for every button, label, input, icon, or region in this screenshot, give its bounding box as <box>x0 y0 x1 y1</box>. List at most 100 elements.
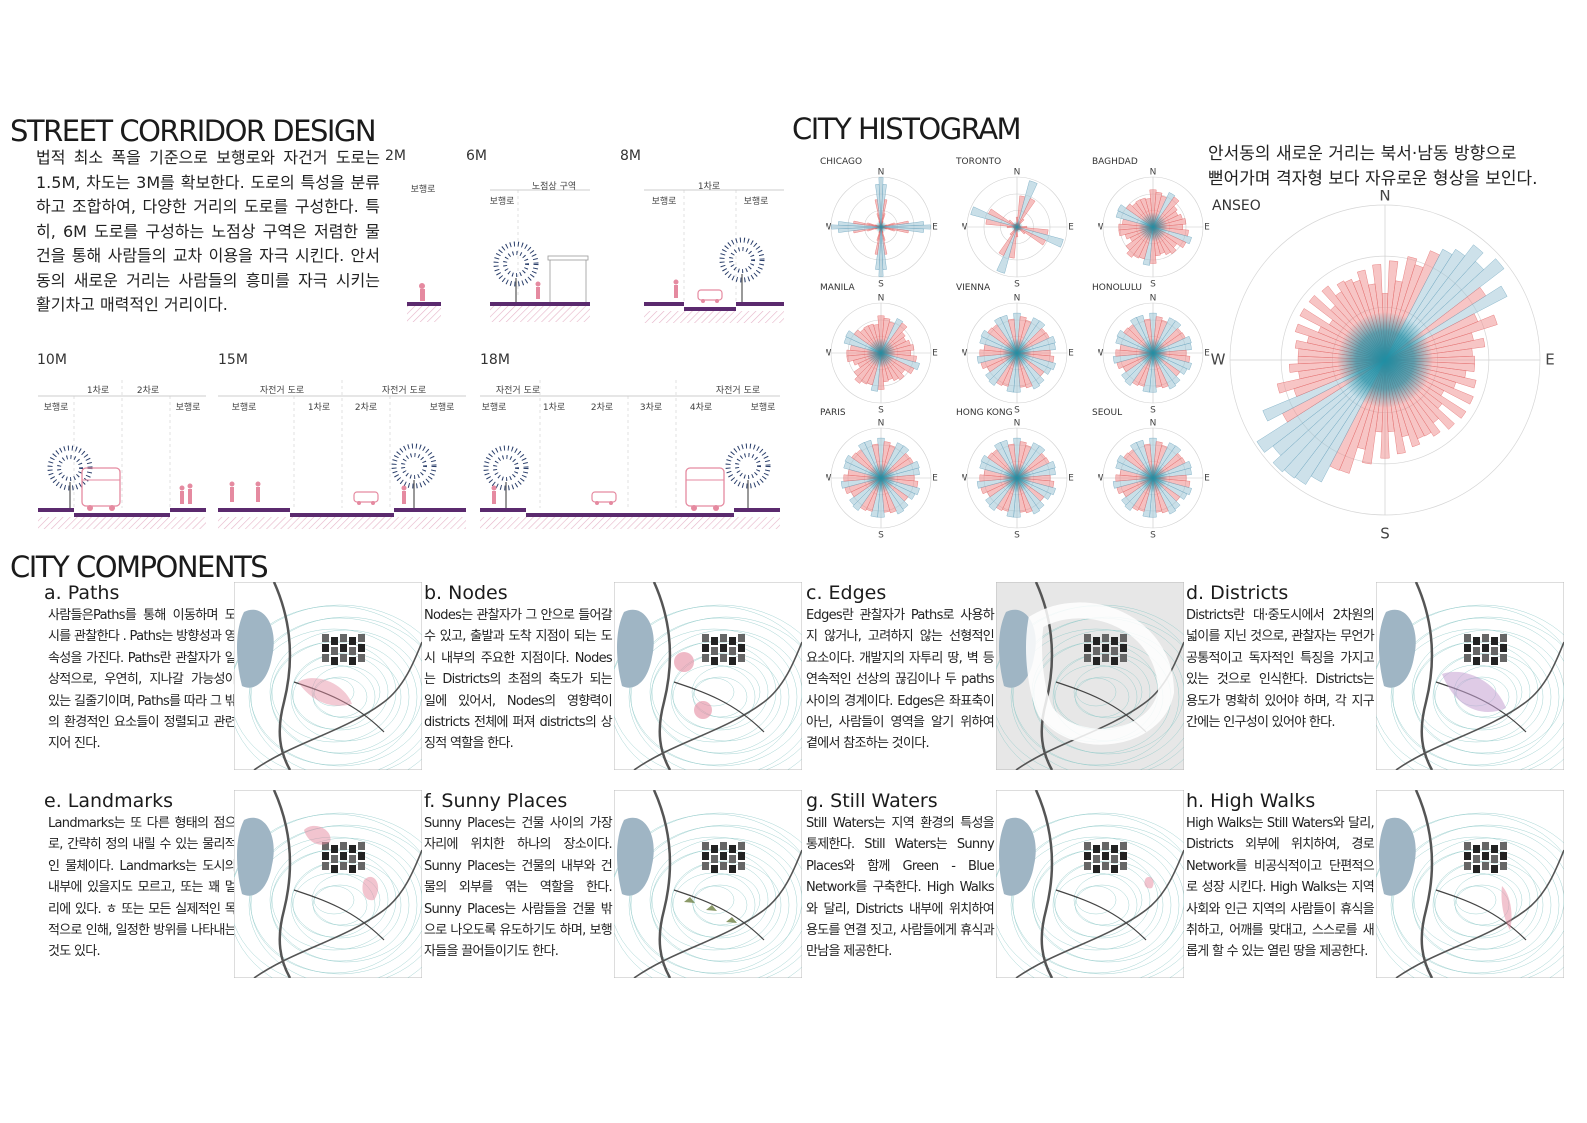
map-water <box>999 817 1036 896</box>
city-rose-label: TORONTO <box>956 157 1002 167</box>
rose-petal <box>1115 474 1154 482</box>
map-contour <box>312 884 368 926</box>
map-contour <box>1012 836 1180 974</box>
zone-label-top: 자전거 도로 <box>259 386 305 396</box>
component-title: b. Nodes <box>424 582 508 604</box>
component-description: 사람들은Paths를 통해 이동하며 도시를 관찰한다 . Paths는 방향성… <box>48 608 237 752</box>
zone-label: 보행로 <box>481 403 507 413</box>
street-section-15m: 자전거 도로 자전거 도로 보행로 1차로 2차로 보행로 <box>218 372 466 544</box>
map-highlight <box>674 652 712 719</box>
map-water <box>1379 817 1416 896</box>
map-water <box>237 817 274 896</box>
width-label-6m: 6M <box>466 148 487 164</box>
compass-label: S <box>1380 525 1390 543</box>
map-highway <box>652 582 672 770</box>
map-building <box>1093 657 1100 665</box>
ground-hatch <box>644 311 784 323</box>
component-description: Edges란 관찰자가 Paths로 사용하지 않거나, 고려하지 않는 선형적… <box>806 608 995 752</box>
component-site-map <box>234 790 422 978</box>
map-building <box>1084 842 1091 850</box>
compass-label: N <box>878 419 885 429</box>
map-building <box>331 855 338 863</box>
city-rose-hong-kong: HONG KONG N E S W <box>956 408 1076 541</box>
c5-rose-graphic <box>1102 302 1204 404</box>
map-building <box>1111 845 1118 853</box>
map-building <box>1491 845 1498 853</box>
map-contour <box>649 837 802 963</box>
map-building <box>331 845 338 853</box>
map-building <box>1093 647 1100 655</box>
map-building <box>1473 855 1480 863</box>
map-contour <box>311 665 381 719</box>
compass-label: E <box>932 223 938 233</box>
map-building <box>1120 842 1127 850</box>
map-contour <box>614 604 802 770</box>
map-highlight <box>1442 671 1506 712</box>
city-rose-label: HONG KONG <box>956 408 1013 418</box>
street-section-8m: 1차로 보행로 보행로 <box>644 168 784 343</box>
city-rose-label: SEOUL <box>1092 408 1123 418</box>
map-water <box>617 609 654 688</box>
component-landmarks: e. Landmarks Landmarks는 또 다른 형태의 점으로, 간략히… <box>44 790 422 990</box>
map-building <box>1491 865 1498 873</box>
map-building <box>349 865 356 873</box>
compass-label: S <box>1014 531 1020 541</box>
map-building <box>1500 644 1507 652</box>
zone-label-top: 노점상 구역 <box>531 182 577 192</box>
map-road <box>293 889 385 941</box>
map-building <box>1473 865 1480 873</box>
zone-label: 보행로 <box>743 197 769 207</box>
rose-petal <box>1115 349 1154 357</box>
pedestrian-figure <box>420 289 425 301</box>
rose-petal <box>1016 198 1036 228</box>
component-edges: c. Edges Edges란 관찰자가 Paths로 사용하지 않거나, 고려하… <box>806 582 1184 782</box>
map-building <box>1473 845 1480 853</box>
map-building <box>729 855 736 863</box>
map-building <box>322 644 329 652</box>
component-site-map <box>996 582 1184 770</box>
map-contour <box>1454 676 1510 718</box>
map-contour <box>1031 837 1184 963</box>
compass-label: N <box>1150 419 1157 429</box>
map-contour <box>1376 605 1564 770</box>
map-building <box>1111 637 1118 645</box>
map-building <box>1093 855 1100 863</box>
map-contour <box>1411 629 1564 755</box>
map-contour <box>1390 616 1564 770</box>
anseo-rose-drawing: N E S W <box>1211 187 1555 543</box>
width-label-2m: 2M <box>385 148 406 164</box>
rose-core <box>1138 338 1168 368</box>
ground-hatch <box>38 517 206 529</box>
component-high-walks: h. High Walks High Walks는 Still Waters와 달… <box>1186 790 1564 990</box>
map-building <box>1500 842 1507 850</box>
compass-label: E <box>1204 223 1210 233</box>
city-rose-label: BAGHDAD <box>1092 157 1138 167</box>
rose-core <box>1337 312 1433 408</box>
component-description: Still Waters는 지역 환경의 특성을 통제한다. Still Wat… <box>806 816 995 960</box>
compass-label: N <box>1014 294 1021 304</box>
tree <box>483 445 529 508</box>
street-corridor-title: STREET CORRIDOR DESIGN <box>10 114 377 148</box>
map-contour <box>649 629 802 755</box>
zone-label-top: 자전거 도로 <box>495 386 541 396</box>
map-highlight <box>1026 602 1175 745</box>
map-contour <box>1392 836 1560 974</box>
map-building <box>720 862 727 870</box>
road-slab <box>644 302 784 311</box>
city-rose-label: CHICAGO <box>820 157 863 167</box>
rose-petal <box>875 184 882 228</box>
compass-label: S <box>1150 531 1156 541</box>
vendor-stall <box>547 255 589 302</box>
map-highway <box>1414 790 1434 978</box>
map-road <box>633 849 802 978</box>
city-rose-honolulu: HONOLULU N E S W <box>1092 283 1212 416</box>
map-road <box>253 641 422 770</box>
map-water <box>617 817 654 896</box>
zone-label: 보행로 <box>651 197 677 207</box>
map-highway <box>272 582 292 770</box>
site-map-drawing <box>996 790 1184 978</box>
component-still-waters: g. Still Waters Still Waters는 지역 환경의 특성을 … <box>806 790 1184 990</box>
site-map-drawing <box>234 790 422 978</box>
map-road <box>253 849 422 978</box>
rose-core <box>1138 212 1168 242</box>
